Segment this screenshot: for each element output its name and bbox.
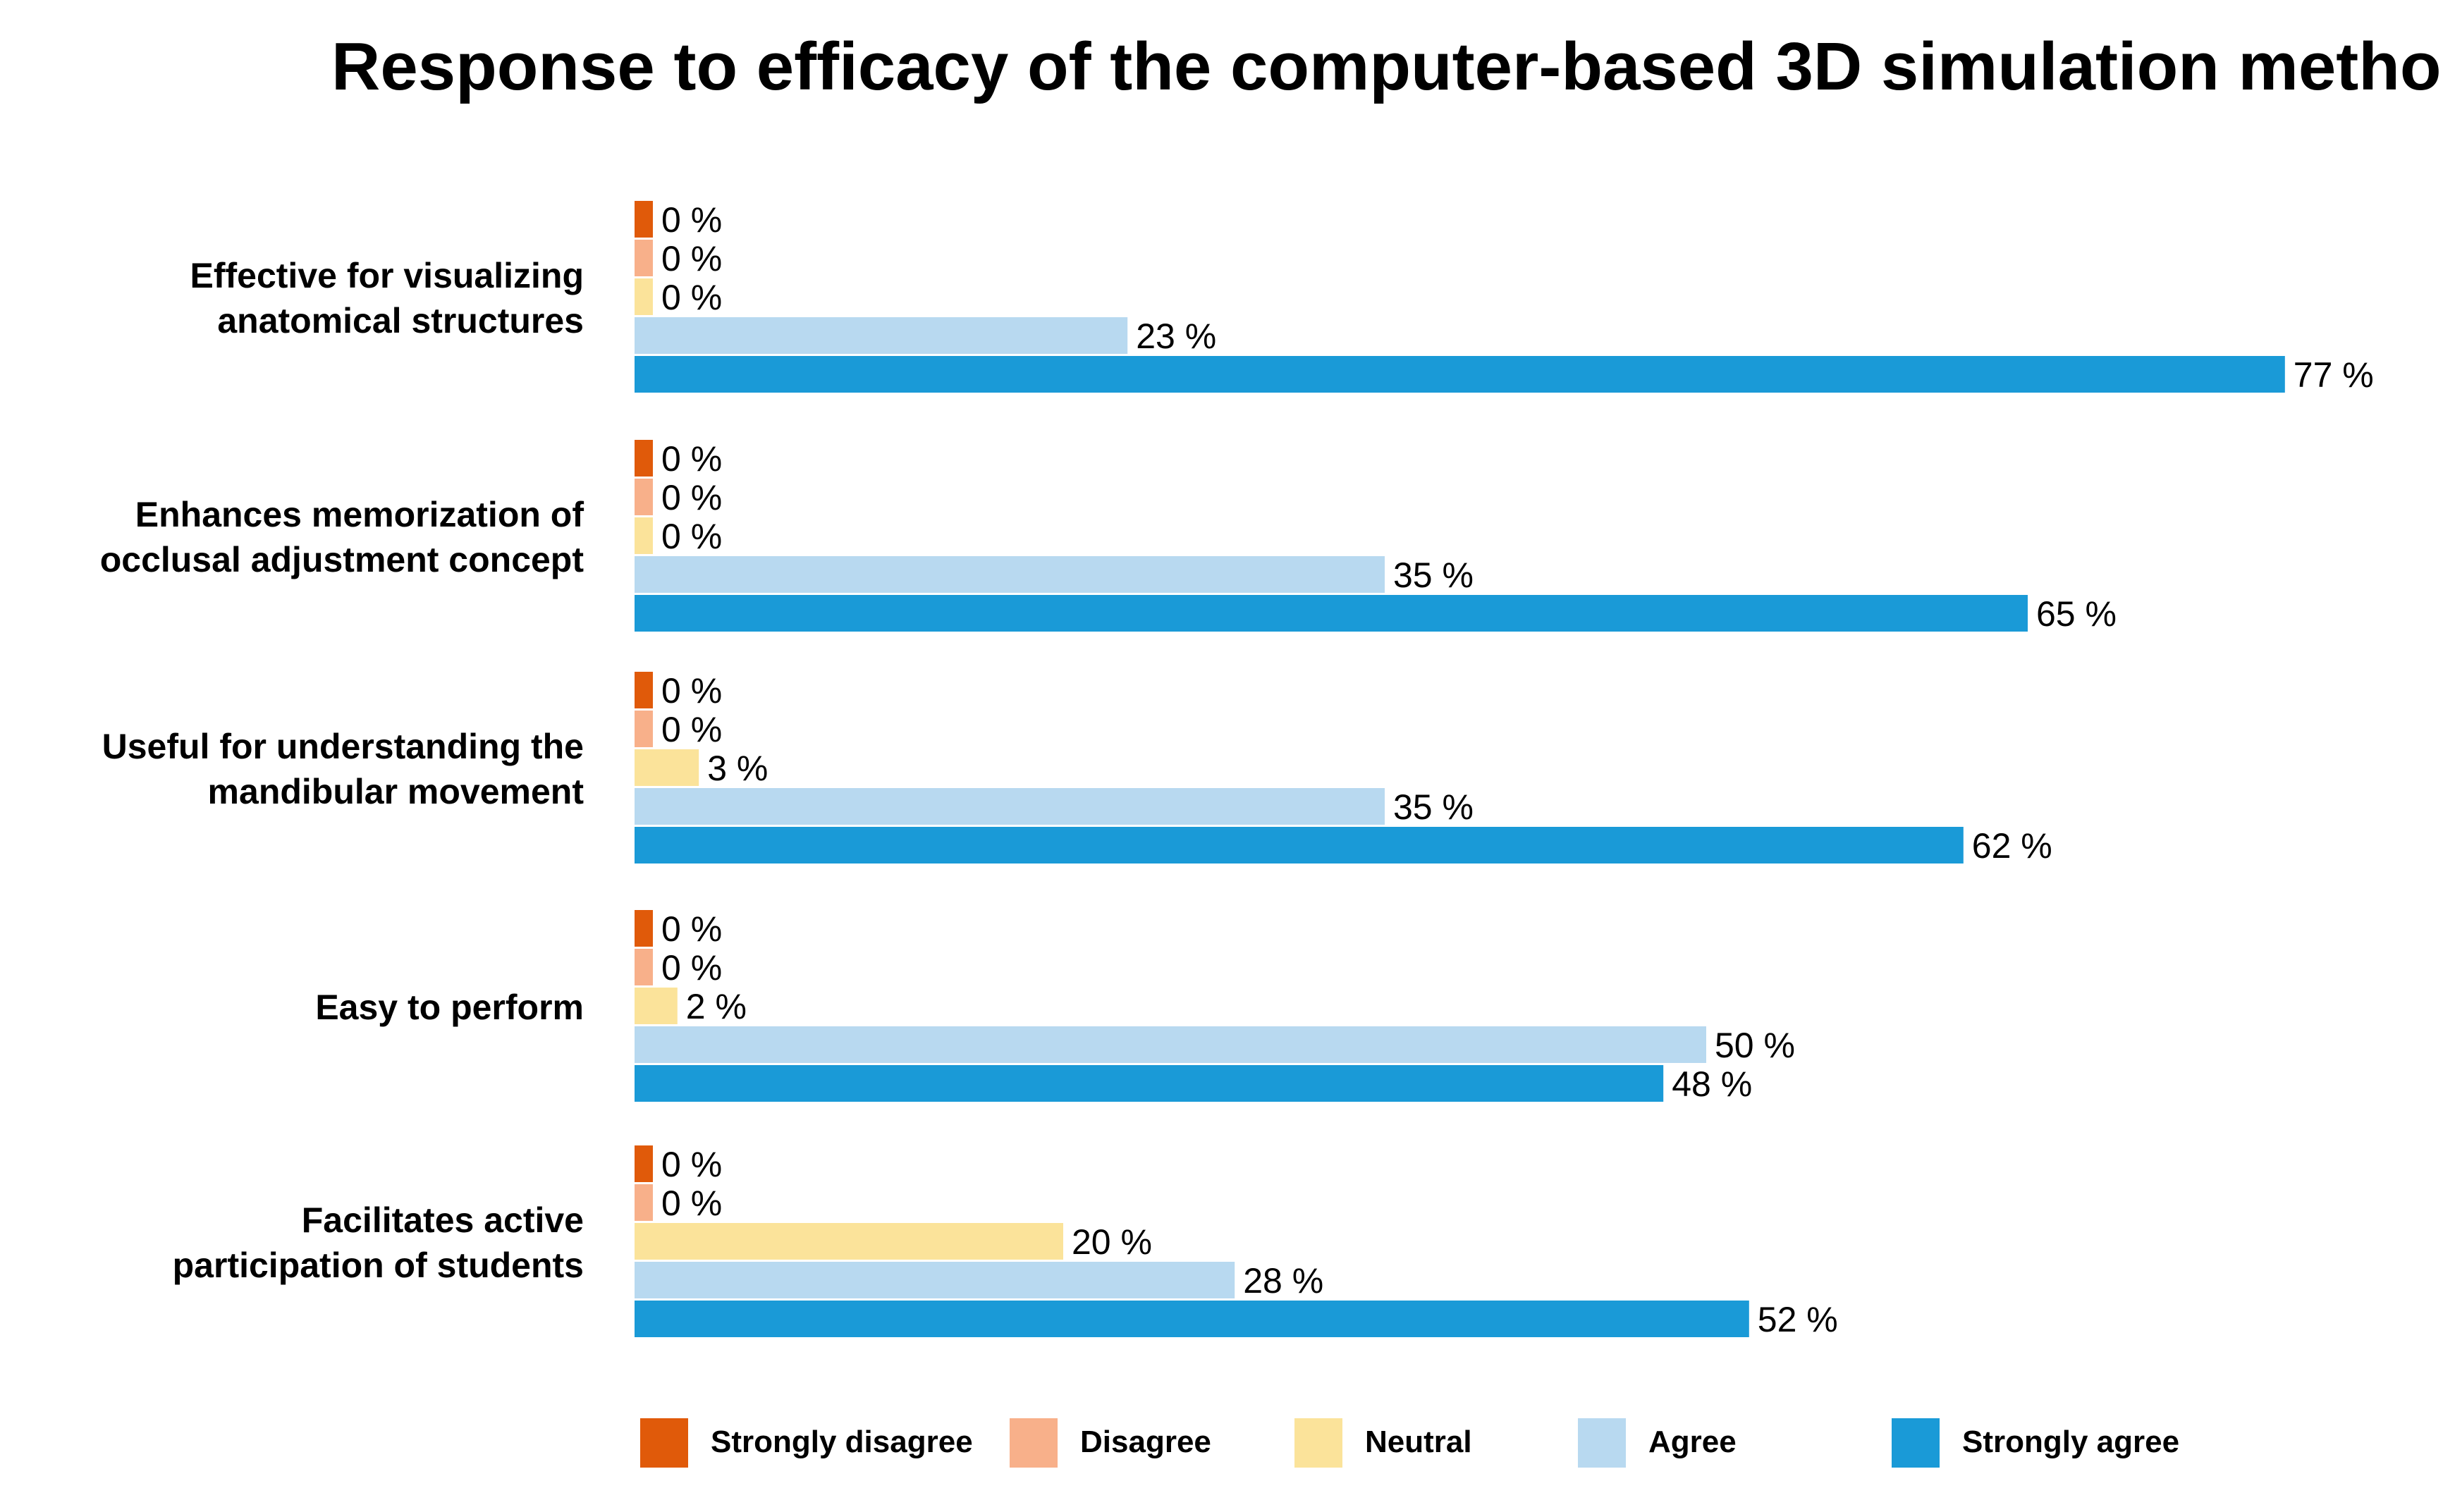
bar-neutral <box>635 517 653 554</box>
data-label: 0 % <box>661 517 722 556</box>
legend-swatch <box>1892 1418 1940 1468</box>
data-label: 62 % <box>1972 826 2052 866</box>
data-label: 0 % <box>661 710 722 749</box>
bar-strongly-agree <box>635 356 2285 393</box>
data-label: 20 % <box>1072 1222 1152 1262</box>
category-label: occlusal adjustment concept <box>100 540 584 579</box>
category-label: Facilitates active <box>302 1200 584 1240</box>
bar-strongly-agree <box>635 1301 1749 1337</box>
bar-neutral <box>635 749 699 786</box>
bar-disagree <box>635 711 653 747</box>
data-label: 23 % <box>1136 316 1216 356</box>
data-label: 0 % <box>661 1184 722 1223</box>
data-label: 0 % <box>661 200 722 240</box>
bar-disagree <box>635 1184 653 1221</box>
legend-swatch <box>640 1418 688 1468</box>
category-label: Enhances memorization of <box>135 495 584 534</box>
category-label: Useful for understanding the <box>102 727 584 766</box>
data-label: 52 % <box>1758 1300 1838 1339</box>
data-label: 0 % <box>661 478 722 517</box>
bar-disagree <box>635 949 653 985</box>
data-label: 0 % <box>661 1145 722 1184</box>
bar-strongly-disagree <box>635 440 653 477</box>
bar-strongly-disagree <box>635 1145 653 1182</box>
legend-swatch <box>1294 1418 1342 1468</box>
bar-disagree <box>635 479 653 515</box>
legend-label: Disagree <box>1080 1425 1211 1459</box>
bar-strongly-agree <box>635 827 1964 863</box>
data-label: 35 % <box>1393 787 1474 827</box>
bar-neutral <box>635 988 678 1024</box>
data-label: 77 % <box>2294 355 2374 395</box>
data-label: 0 % <box>661 239 722 278</box>
data-label: 28 % <box>1243 1261 1323 1301</box>
bar-agree <box>635 317 1128 354</box>
legend-swatch <box>1010 1418 1058 1468</box>
data-label: 65 % <box>2036 594 2117 634</box>
category-label: participation of students <box>173 1246 584 1285</box>
category-label: anatomical structures <box>217 301 584 340</box>
bar-strongly-disagree <box>635 910 653 947</box>
chart-title: Response to efficacy of the computer-bas… <box>331 29 2443 104</box>
category-label: mandibular movement <box>208 772 584 811</box>
bar-disagree <box>635 240 653 276</box>
legend-label: Strongly disagree <box>711 1425 973 1459</box>
bar-strongly-agree <box>635 1065 1664 1102</box>
data-label: 0 % <box>661 909 722 949</box>
data-label: 0 % <box>661 439 722 479</box>
bar-agree <box>635 1026 1706 1063</box>
data-label: 35 % <box>1393 555 1474 595</box>
bar-strongly-agree <box>635 595 2028 632</box>
data-label: 0 % <box>661 278 722 317</box>
bar-agree <box>635 556 1385 593</box>
legend-label: Neutral <box>1365 1425 1472 1459</box>
bar-agree <box>635 788 1385 825</box>
bar-neutral <box>635 1223 1063 1260</box>
data-label: 50 % <box>1715 1026 1795 1065</box>
legend-swatch <box>1578 1418 1626 1468</box>
bar-agree <box>635 1262 1235 1298</box>
data-label: 0 % <box>661 671 722 711</box>
data-label: 2 % <box>686 987 747 1026</box>
bar-strongly-disagree <box>635 201 653 238</box>
data-label: 48 % <box>1672 1064 1752 1104</box>
data-label: 3 % <box>707 749 768 788</box>
bar-strongly-disagree <box>635 672 653 708</box>
bar-neutral <box>635 278 653 315</box>
legend-label: Agree <box>1648 1425 1737 1459</box>
category-label: Effective for visualizing <box>190 256 584 295</box>
category-label: Easy to perform <box>315 988 584 1027</box>
data-label: 0 % <box>661 948 722 988</box>
legend-label: Strongly agree <box>1962 1425 2179 1459</box>
